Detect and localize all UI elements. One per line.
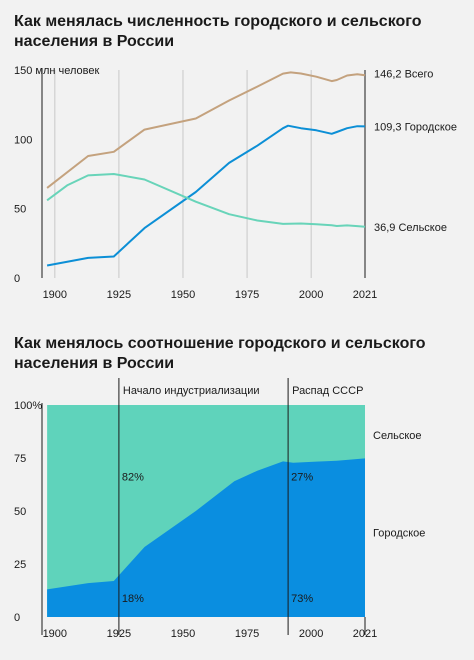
series-end-label: 36,9 Сельское xyxy=(374,222,447,234)
x-tick-label: 2000 xyxy=(299,289,323,301)
rural-share-label: 27% xyxy=(291,471,313,483)
y-tick-label: 100 xyxy=(14,134,32,146)
y-tick-label: 25 xyxy=(14,559,26,571)
chart2-title-line2: населения в России xyxy=(14,355,175,372)
rural-share-label: 82% xyxy=(122,471,144,483)
series-line xyxy=(46,124,366,267)
chart1-title-line1: Как менялась численность городского и се… xyxy=(14,13,422,30)
x-tick-label: 1975 xyxy=(235,289,259,301)
urban-share-label: 18% xyxy=(122,593,144,605)
series-end-label: 109,3 Городское xyxy=(374,121,457,133)
legend-rural: Сельское xyxy=(373,430,422,442)
y-tick-label: 0 xyxy=(14,612,20,624)
annotation-label: Распад СССР xyxy=(292,385,363,397)
y-tick-label: 50 xyxy=(14,204,26,216)
y-tick-label: 150 млн человек xyxy=(14,65,100,77)
chart1-title-line2: населения в России xyxy=(14,33,175,50)
population-line-chart: 1900 1925 1950 1975 2000 2021 0 50 100 150 млн че… xyxy=(14,65,457,301)
y-tick-label: 0 xyxy=(14,273,20,285)
urban-area xyxy=(47,458,365,617)
chart2-title: Как менялось соотношение городского и се… xyxy=(14,334,454,374)
x-tick-label: 1925 xyxy=(107,289,131,301)
y-tick-label: 75 xyxy=(14,453,26,465)
x-tick-label: 2021 xyxy=(353,289,377,301)
x-tick-label: 1900 xyxy=(43,628,67,640)
chart1-title: Как менялась численность городского и се… xyxy=(14,12,454,52)
x-tick-label: 1975 xyxy=(235,628,259,640)
x-tick-label: 1950 xyxy=(171,289,195,301)
series-line xyxy=(46,71,366,189)
series-end-label: 146,2 Всего xyxy=(374,68,433,80)
chart2-title-line1: Как менялось соотношение городского и се… xyxy=(14,335,426,352)
annotation-label: Начало индустриализации xyxy=(123,385,260,397)
y-tick-label: 50 xyxy=(14,506,26,518)
urban-share-label: 73% xyxy=(291,593,313,605)
legend-urban: Городское xyxy=(373,527,425,539)
y-tick-label: 100% xyxy=(14,400,42,412)
x-tick-label: 1950 xyxy=(171,628,195,640)
x-tick-label: 2021 xyxy=(353,628,377,640)
x-tick-label: 1900 xyxy=(43,289,67,301)
series-line xyxy=(46,173,366,228)
x-tick-label: 2000 xyxy=(299,628,323,640)
